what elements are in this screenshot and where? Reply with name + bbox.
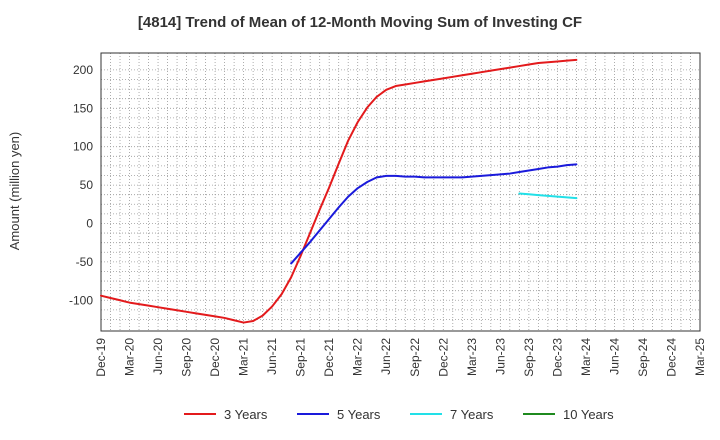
legend-label: 10 Years [563,407,614,422]
y-tick-label: 200 [73,63,93,77]
x-tick-labels: Dec-19 Mar-20 Jun-20 Sep-20 Dec-20 Mar-21 Jun-… [94,338,707,377]
legend-label: 3 Years [224,407,268,422]
x-tick-label: Sep-22 [408,338,422,377]
series-line [290,163,578,265]
x-tick-label: Jun-23 [493,338,507,375]
legend-label: 7 Years [450,407,494,422]
x-tick-label: Jun-22 [379,338,393,375]
x-tick-label: Jun-24 [607,338,621,375]
y-tick-label: 50 [80,178,94,192]
x-tick-label: Dec-22 [436,338,450,377]
plot-frame [100,52,701,332]
x-tick-label: Jun-20 [151,338,165,375]
x-tick-label: Mar-23 [465,338,479,376]
series-layer [100,58,578,324]
x-tick-label: Mar-21 [237,338,251,376]
series-line [518,192,578,200]
grid-layer [100,53,701,331]
y-axis-label: Amount (million yen) [7,132,22,251]
x-tick-label: Dec-20 [208,338,222,377]
x-tick-label: Mar-25 [693,338,707,376]
x-tick-label: Sep-24 [636,338,650,377]
x-tick-label: Mar-22 [351,338,365,376]
chart-title: [4814] Trend of Mean of 12-Month Moving … [138,14,582,31]
x-tick-label: Dec-24 [664,338,678,377]
y-tick-labels: -100 -50 0 50 100 150 200 [69,63,93,307]
x-tick-label: Dec-21 [322,338,336,377]
y-tick-label: -50 [76,255,94,269]
x-tick-label: Sep-21 [294,338,308,377]
y-tick-label: 100 [73,140,93,154]
y-tick-label: 0 [86,216,93,230]
x-tick-label: Mar-20 [123,338,137,376]
x-tick-label: Dec-23 [550,338,564,377]
x-tick-label: Sep-20 [180,338,194,377]
x-tick-label: Sep-23 [522,338,536,377]
y-tick-label: 150 [73,101,93,115]
x-tick-label: Jun-21 [265,338,279,375]
series-line [100,58,578,324]
x-tick-label: Dec-19 [94,338,108,377]
y-tick-label: -100 [69,293,93,307]
x-tick-label: Mar-24 [579,338,593,376]
legend-label: 5 Years [337,407,381,422]
legend: 3 Years 5 Years 7 Years 10 Years [184,407,614,422]
